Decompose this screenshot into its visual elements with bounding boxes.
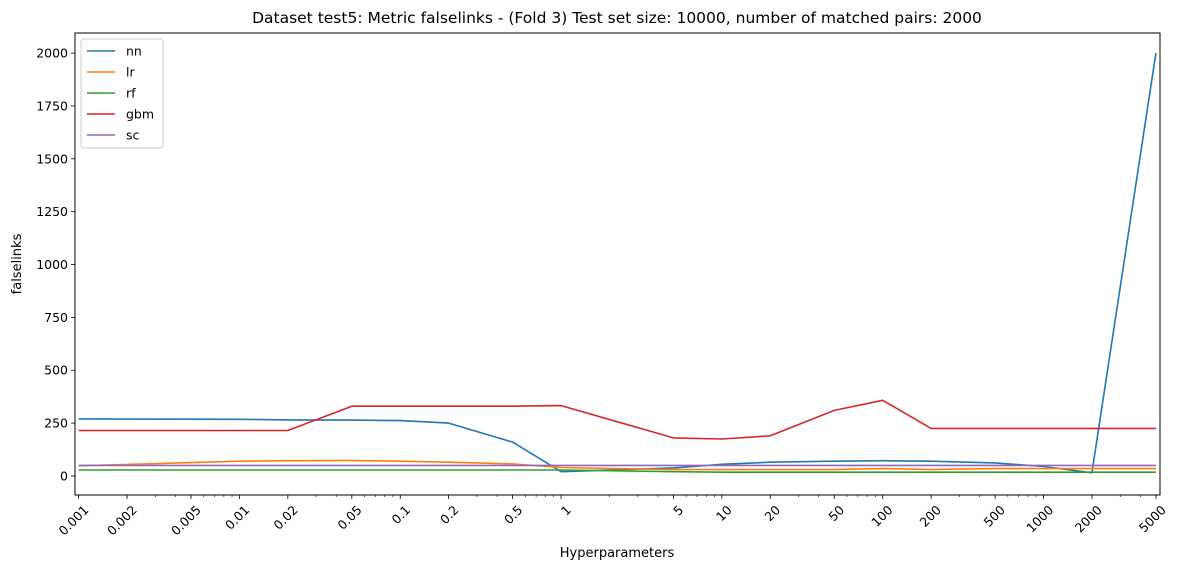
x-tick-label: 0.05	[334, 502, 364, 532]
x-tick-label: 0.001	[56, 502, 92, 538]
x-tick-label: 0.2	[437, 502, 462, 527]
y-axis-label: falselinks	[10, 233, 25, 294]
series-line-gbm	[78, 399, 1156, 440]
legend-label-nn: nn	[126, 44, 142, 59]
x-tick-label: 10	[713, 502, 735, 524]
x-tick-label: 0.1	[388, 502, 413, 527]
legend-frame	[80, 38, 164, 149]
legend-label-gbm: gbm	[126, 107, 154, 122]
legend-label-rf: rf	[126, 86, 136, 101]
legend: nn lr rf gbm sc	[80, 38, 164, 149]
chart-title: Dataset test5: Metric falselinks - (Fold…	[252, 9, 982, 27]
x-tick-label: 500	[981, 502, 1009, 530]
axes-frame	[74, 32, 1161, 496]
x-axis-label: Hyperparameters	[560, 546, 675, 561]
x-tick-label: 0.01	[222, 502, 252, 532]
x-tick-label: 0.002	[104, 502, 140, 538]
x-tick-label: 0.5	[501, 502, 526, 527]
y-tick-label: 1000	[36, 257, 68, 272]
series-line-lr	[78, 459, 1156, 471]
y-tick-label: 500	[44, 363, 68, 378]
plot-area	[78, 52, 1157, 474]
y-tick-label: 2000	[36, 46, 68, 61]
x-tick-label: 0.02	[270, 502, 300, 532]
series-line-rf	[78, 469, 1156, 474]
x-tick-label: 200	[917, 502, 945, 530]
x-tick-label: 5	[670, 502, 686, 518]
x-axis: 0.001 0.002 0.005 0.01 0.02 0.05 0.1 0.2 0.5 1 5 10…	[56, 495, 1169, 538]
y-tick-label: 1500	[36, 151, 68, 166]
x-tick-label: 2000	[1072, 502, 1105, 535]
series-line-nn	[78, 52, 1157, 474]
y-tick-label: 1250	[36, 204, 68, 219]
y-tick-label: 0	[60, 468, 68, 483]
x-tick-label: 1	[558, 502, 574, 518]
y-tick-label: 1750	[36, 98, 68, 113]
y-tick-label: 250	[44, 416, 68, 431]
x-tick-label: 0.005	[168, 502, 204, 538]
x-tick-label: 5000	[1136, 502, 1169, 535]
y-axis: 0 250 500 750 1000 1250 1500 1750 2000	[36, 46, 75, 483]
x-tick-label: 100	[868, 502, 896, 530]
legend-label-sc: sc	[126, 128, 140, 143]
x-tick-label: 1000	[1023, 502, 1056, 535]
x-tick-label: 20	[761, 502, 783, 524]
legend-label-lr: lr	[126, 65, 135, 80]
x-tick-label: 50	[825, 502, 847, 524]
y-tick-label: 750	[44, 310, 68, 325]
